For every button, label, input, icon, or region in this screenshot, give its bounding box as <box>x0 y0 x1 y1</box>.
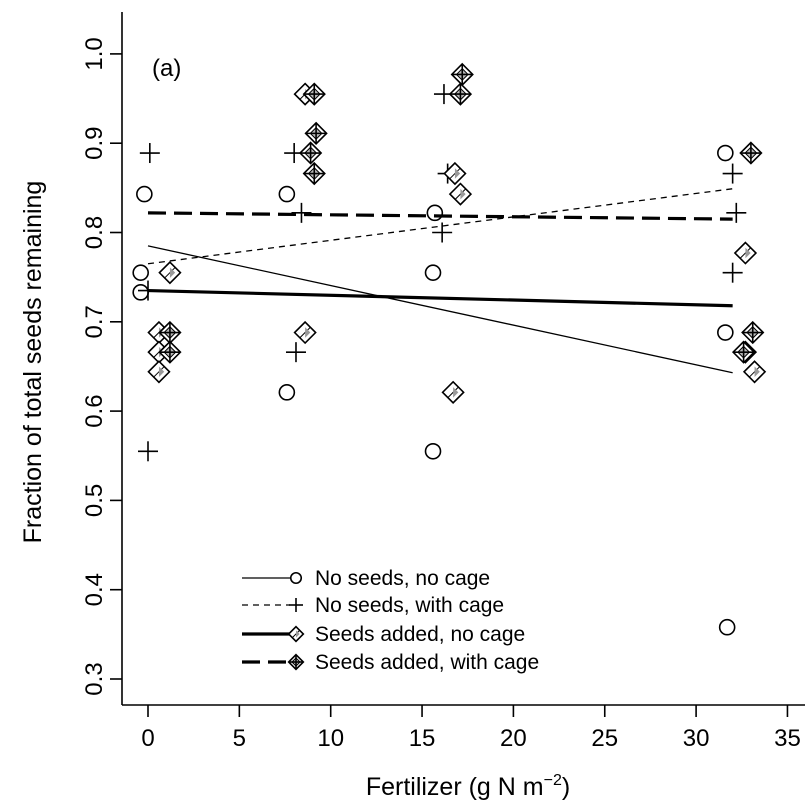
point-series-3 <box>293 320 317 345</box>
fit-lines <box>147 188 733 374</box>
legend-marker-2 <box>289 598 303 612</box>
y-tick-label: 0.8 <box>81 216 108 249</box>
point-series-1 <box>424 442 442 460</box>
y-tick-label: 1.0 <box>81 37 108 70</box>
point-series-2 <box>285 342 306 363</box>
point-series-3 <box>147 360 171 384</box>
point-series-2 <box>291 202 312 223</box>
point-series-2 <box>722 262 743 283</box>
panel-label: (a) <box>152 55 181 82</box>
fit-line-series-4 <box>147 211 733 221</box>
x-tick-label: 30 <box>683 725 710 752</box>
point-series-4 <box>739 141 763 165</box>
x-tick-label: 15 <box>409 725 436 752</box>
legend-label-4: Seeds added, with cage <box>315 651 539 674</box>
legend-label-1: No seeds, no cage <box>315 567 490 590</box>
point-series-2 <box>432 222 453 243</box>
point-series-4 <box>741 320 765 345</box>
point-series-1 <box>717 324 734 341</box>
axes: 0 5 10 15 20 25 30 35 0.3 0.4 0.5 0.6 0.7 0.8 0.9 1.0 <box>81 12 805 752</box>
y-tick-label: 0.9 <box>81 127 108 160</box>
point-series-1 <box>717 144 734 162</box>
x-axis-title: Fertilizer (g N m−2) <box>366 772 570 801</box>
point-series-4 <box>304 121 328 146</box>
y-axis-title: Fraction of total seeds remaining <box>19 181 47 544</box>
point-series-1 <box>278 185 296 203</box>
legend-marker-3 <box>287 625 305 643</box>
fit-line-series-1 <box>147 245 733 374</box>
x-axis-title-main: Fertilizer (g N m <box>366 773 544 801</box>
point-series-4 <box>450 62 474 87</box>
point-series-3 <box>158 261 182 285</box>
x-tick-label: 35 <box>774 725 801 752</box>
x-axis-title-superscript: −2 <box>544 772 562 789</box>
point-series-4 <box>448 82 473 106</box>
legend-marker-1 <box>289 571 303 585</box>
x-axis-title-suffix: ) <box>562 773 570 801</box>
point-series-2 <box>139 143 160 164</box>
point-series-3 <box>733 241 758 265</box>
legend: No seeds, no cage No seeds, with cage Seed… <box>242 567 539 674</box>
point-series-3 <box>443 161 467 186</box>
x-tick-label: 0 <box>141 725 154 752</box>
point-series-4 <box>302 161 326 186</box>
point-series-1 <box>424 264 442 281</box>
point-series-2 <box>138 441 158 462</box>
y-tick-label: 0.7 <box>81 305 108 338</box>
point-series-3 <box>441 380 465 404</box>
point-series-1 <box>132 264 149 281</box>
point-series-4 <box>731 340 756 364</box>
point-series-4 <box>298 141 323 165</box>
point-series-2 <box>138 280 158 301</box>
legend-label-2: No seeds, with cage <box>315 594 504 617</box>
y-tick-label: 0.3 <box>81 662 108 695</box>
point-series-2 <box>722 163 743 184</box>
point-series-4 <box>302 82 326 106</box>
legend-marker-4 <box>287 653 305 671</box>
legend-label-3: Seeds added, no cage <box>315 623 525 646</box>
point-series-1 <box>278 384 296 401</box>
x-tick-label: 20 <box>500 725 527 752</box>
point-series-3 <box>742 360 767 384</box>
fit-line-series-2 <box>147 188 733 265</box>
point-series-4 <box>158 340 182 364</box>
y-tick-label: 0.5 <box>81 484 108 517</box>
data-points <box>132 62 767 636</box>
x-tick-label: 25 <box>591 725 618 752</box>
point-series-1 <box>136 185 153 203</box>
y-tick-label: 0.6 <box>81 394 108 427</box>
fit-line-series-3 <box>147 288 733 308</box>
point-series-2 <box>726 202 747 223</box>
point-series-1 <box>132 284 149 301</box>
y-tick-label: 0.4 <box>81 573 108 606</box>
point-series-3 <box>448 182 473 206</box>
x-tick-label: 10 <box>317 725 344 752</box>
point-series-1 <box>718 618 736 636</box>
x-tick-label: 5 <box>233 725 246 752</box>
point-series-1 <box>426 204 444 222</box>
